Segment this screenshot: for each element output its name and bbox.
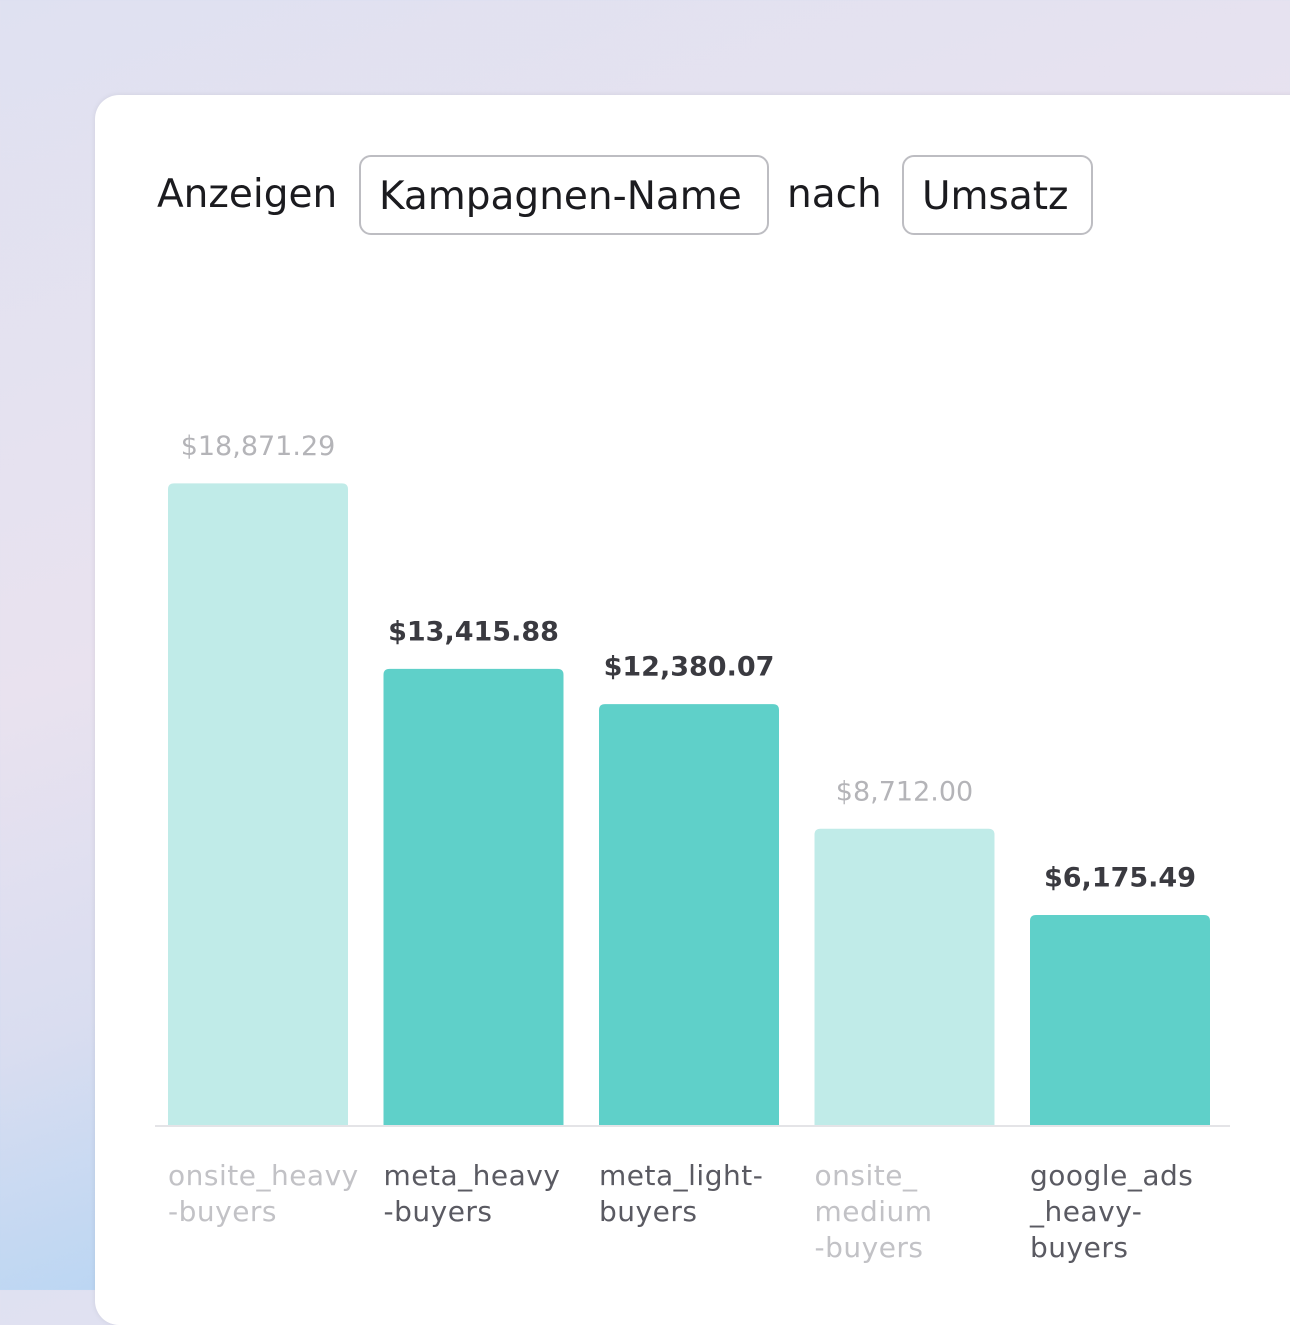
- bar: [168, 483, 348, 1126]
- value-label: $8,712.00: [836, 776, 973, 807]
- value-label: $6,175.49: [1044, 863, 1196, 894]
- metric-select[interactable]: Umsatz: [902, 155, 1093, 235]
- dimension-select[interactable]: Kampagnen-Name: [359, 155, 769, 235]
- value-label: $12,380.07: [604, 652, 775, 683]
- x-tick-label: onsite_heavy -buyers: [168, 1159, 359, 1228]
- x-tick-label: google_ads _heavy- buyers: [1030, 1159, 1194, 1264]
- x-tick-label: onsite_ medium -buyers: [814, 1159, 933, 1264]
- x-tick-label: meta_heavy -buyers: [383, 1159, 561, 1228]
- bar: [1030, 915, 1210, 1125]
- bar: [599, 704, 779, 1125]
- value-label: $18,871.29: [181, 431, 336, 462]
- joiner: nach: [787, 172, 882, 217]
- bar: [383, 668, 564, 1125]
- prefix: Anzeigen: [157, 172, 338, 217]
- value-label: $13,415.88: [388, 616, 559, 647]
- page: Anzeigen Kampagnen-Name nach Umsatz $18,…: [0, 0, 1290, 1290]
- chart: $18,871.29 $13,415.88 $12,380.07 $8,712.00 $…: [155, 431, 1230, 1127]
- x-tick-label: meta_light- buyers: [599, 1159, 764, 1228]
- bar: [814, 828, 995, 1125]
